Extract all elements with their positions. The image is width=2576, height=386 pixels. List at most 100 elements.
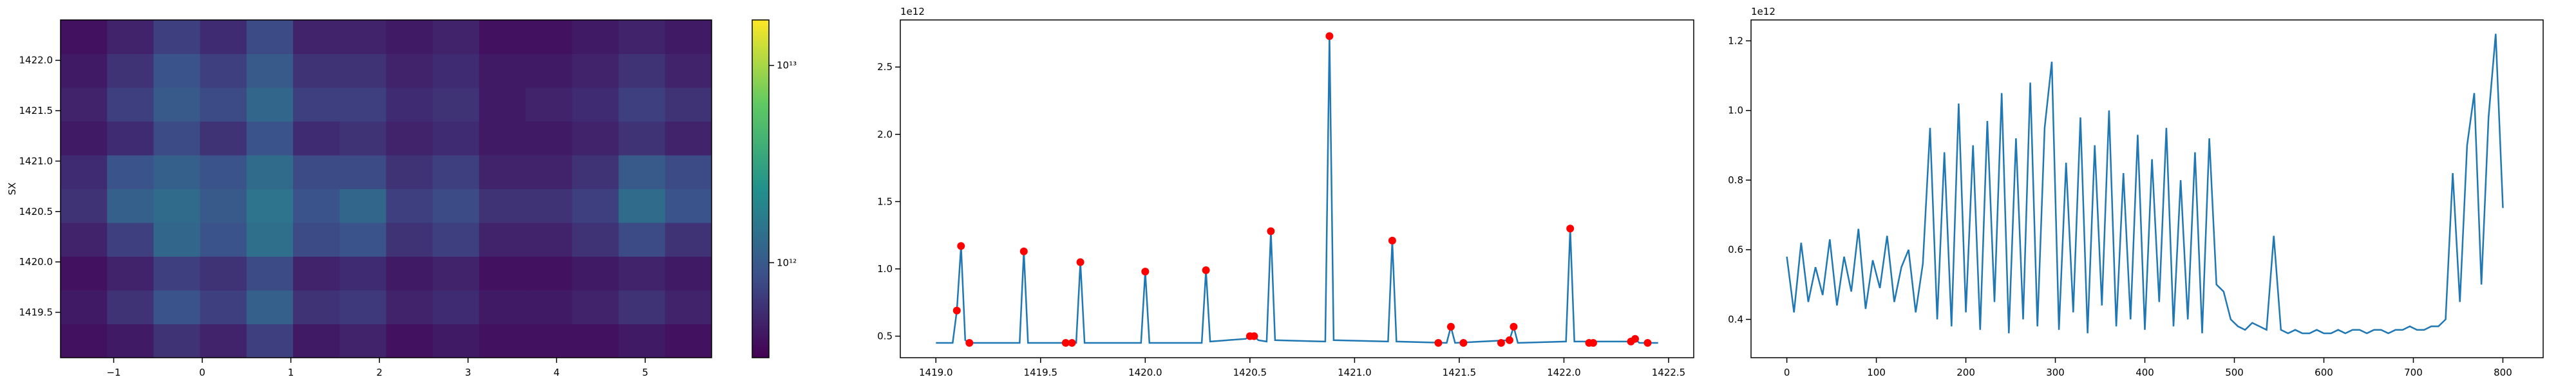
heatmap-cell xyxy=(246,223,294,257)
heatmap-cell xyxy=(618,290,666,324)
heatmap-cell xyxy=(107,223,154,257)
heatmap-cell xyxy=(293,290,340,324)
heatmap-cell xyxy=(665,256,712,291)
heatmap-cell xyxy=(478,155,526,189)
heatmap-cell xyxy=(618,53,666,88)
heatmap-cell xyxy=(526,121,573,156)
heatmap-cell xyxy=(386,324,433,358)
y-offset-label: 1e12 xyxy=(900,6,925,17)
x-tick-label: 3 xyxy=(465,367,471,378)
heatmap-cell xyxy=(618,256,666,291)
heatmap-cell xyxy=(526,290,573,324)
heatmap-cell xyxy=(200,324,247,358)
peak-marker xyxy=(1643,338,1652,347)
heatmap-cell xyxy=(61,20,108,54)
heatmap-cell xyxy=(665,290,712,324)
heatmap-cell xyxy=(61,223,108,257)
heatmap-cell xyxy=(618,223,666,257)
heatmap-cell xyxy=(107,20,154,54)
heatmap-cell xyxy=(293,223,340,257)
heatmap-cell xyxy=(386,290,433,324)
heatmap-cell xyxy=(339,121,386,156)
heatmap-cell xyxy=(572,290,620,324)
x-tick-label: 1422.0 xyxy=(1547,367,1581,378)
heatmap-cell xyxy=(665,53,712,88)
heatmap-cell xyxy=(61,290,108,324)
y-axis-label: SX xyxy=(6,183,18,196)
colorbar-tick-label: 10¹³ xyxy=(777,60,797,71)
heatmap-cell xyxy=(432,20,480,54)
heatmap-cell xyxy=(200,290,247,324)
x-tick-label: 800 xyxy=(2494,367,2512,378)
heatmap-cell xyxy=(293,20,340,54)
heatmap-cell xyxy=(572,223,620,257)
y-tick-label: 1421.5 xyxy=(19,105,53,116)
peak-marker xyxy=(1076,258,1084,266)
y-tick-label: 0.4 xyxy=(1728,313,1743,325)
heatmap-cell xyxy=(200,121,247,156)
heatmap-cell xyxy=(339,290,386,324)
x-tick-label: 400 xyxy=(2136,367,2154,378)
heatmap-cell xyxy=(153,256,201,291)
peak-marker xyxy=(957,242,965,250)
heatmap-cell xyxy=(293,53,340,88)
peak-marker xyxy=(1061,338,1070,347)
heatmap-cell xyxy=(339,155,386,189)
heatmap-cell xyxy=(339,324,386,358)
peak-marker xyxy=(1325,32,1334,41)
heatmap-cell xyxy=(478,87,526,122)
heatmap-cell xyxy=(618,324,666,358)
x-tick-label: 1421.0 xyxy=(1338,367,1372,378)
heatmap-cell xyxy=(246,53,294,88)
x-tick-label: 700 xyxy=(2404,367,2423,378)
heatmap-cell xyxy=(478,20,526,54)
heatmap-cell xyxy=(293,155,340,189)
heatmap-cell xyxy=(665,121,712,156)
heatmap-cell xyxy=(107,324,154,358)
heatmap-cell xyxy=(153,188,201,223)
heatmap-cell xyxy=(432,324,480,358)
heatmap-cell xyxy=(526,20,573,54)
heatmap-cell xyxy=(246,121,294,156)
heatmap-cell xyxy=(572,188,620,223)
x-tick-label: 4 xyxy=(554,367,560,378)
heatmap-cell xyxy=(478,290,526,324)
colorbar xyxy=(752,19,770,358)
heatmap-cell xyxy=(153,324,201,358)
heatmap-cell xyxy=(618,121,666,156)
y-tick-label: 1.0 xyxy=(877,263,893,275)
x-tick-label: 1419.5 xyxy=(1024,367,1058,378)
heatmap-cell xyxy=(200,53,247,88)
peak-marker xyxy=(1631,335,1639,343)
peak-marker xyxy=(952,306,961,315)
heatmap-cell xyxy=(200,223,247,257)
heatmap-cell xyxy=(665,20,712,54)
heatmap-cell xyxy=(61,188,108,223)
peak-marker xyxy=(1505,336,1513,344)
heatmap-cell xyxy=(526,256,573,291)
peak-marker xyxy=(1459,338,1468,347)
heatmap-cell xyxy=(153,223,201,257)
heatmap-cell xyxy=(665,324,712,358)
heatmap-cell xyxy=(526,155,573,189)
axes-frame xyxy=(60,19,712,358)
heatmap-cell xyxy=(572,53,620,88)
y-tick-label: 1.2 xyxy=(1728,35,1743,46)
peak-marker xyxy=(1019,247,1028,255)
y-tick-label: 2.0 xyxy=(877,129,893,140)
peak-marker xyxy=(1566,225,1575,233)
heatmap-cell xyxy=(386,121,433,156)
heatmap-cell xyxy=(526,324,573,358)
heatmap-cell xyxy=(246,256,294,291)
heatmap-cell xyxy=(618,20,666,54)
x-tick-label: 0 xyxy=(199,367,205,378)
heatmap-cell xyxy=(153,290,201,324)
heatmap-cell xyxy=(293,324,340,358)
heatmap-cell xyxy=(665,87,712,122)
peak-marker xyxy=(1446,322,1455,331)
heatmap-cell xyxy=(61,256,108,291)
heatmap-cell xyxy=(572,324,620,358)
peak-marker xyxy=(1434,338,1443,347)
heatmap-cell xyxy=(526,223,573,257)
